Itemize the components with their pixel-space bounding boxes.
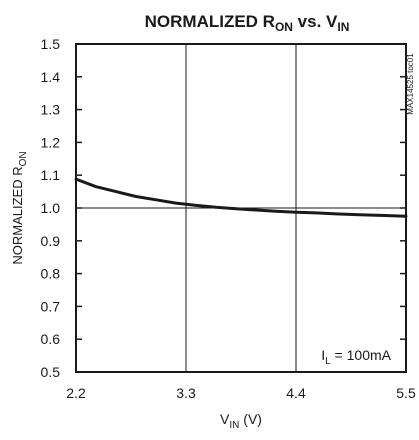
x-axis-label: VIN (V) bbox=[220, 411, 262, 431]
y-tick-label: 0.5 bbox=[41, 364, 61, 380]
y-tick-label: 0.9 bbox=[41, 233, 61, 249]
x-tick-label: 2.2 bbox=[66, 385, 86, 401]
y-tick-label: 0.7 bbox=[41, 298, 61, 314]
y-tick-label: 1.2 bbox=[41, 134, 61, 150]
y-tick-label: 1.1 bbox=[41, 167, 61, 183]
x-tick-label: 5.5 bbox=[396, 385, 416, 401]
series-line bbox=[74, 177, 408, 218]
figure-id-label: MAX14525 toc01 bbox=[406, 53, 415, 115]
y-tick-label: 1.5 bbox=[41, 36, 61, 52]
y-tick-label: 0.8 bbox=[41, 266, 61, 282]
y-tick-label: 1.0 bbox=[41, 200, 61, 216]
chart-title: NORMALIZED RON vs. VIN bbox=[145, 12, 350, 34]
y-tick-label: 1.3 bbox=[41, 102, 61, 118]
x-tick-label: 3.3 bbox=[176, 385, 196, 401]
y-tick-label: 1.4 bbox=[41, 69, 61, 85]
y-tick-label: 0.6 bbox=[41, 331, 61, 347]
y-axis-label: NORMALIZED RON bbox=[10, 151, 29, 264]
condition-annotation: IL = 100mA bbox=[321, 347, 391, 367]
x-tick-label: 4.4 bbox=[286, 385, 306, 401]
